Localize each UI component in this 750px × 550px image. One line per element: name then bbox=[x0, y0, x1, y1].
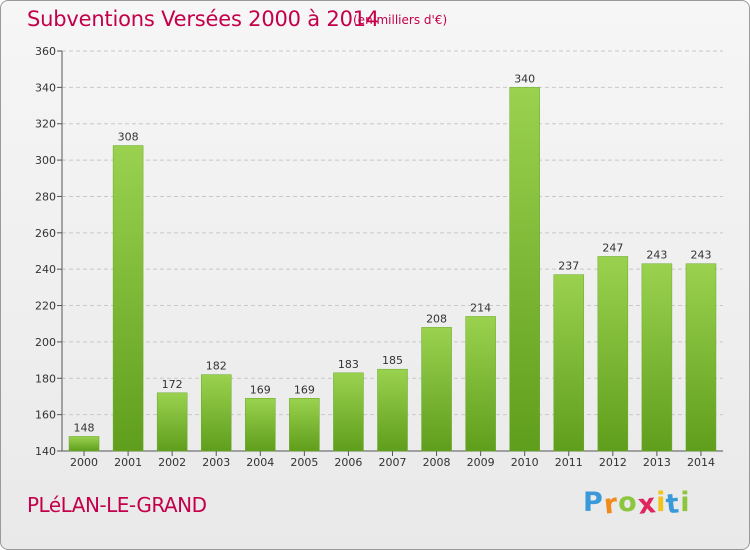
value-label-2007: 185 bbox=[382, 354, 403, 367]
x-tick-label-2002: 2002 bbox=[158, 456, 186, 469]
x-tick-label-2008: 2008 bbox=[423, 456, 451, 469]
y-tick-label: 140 bbox=[35, 445, 56, 458]
bar-2009 bbox=[465, 316, 496, 452]
value-label-2008: 208 bbox=[426, 312, 447, 325]
value-label-2014: 243 bbox=[690, 249, 711, 262]
bars bbox=[68, 87, 717, 452]
chart-subtitle: (en milliers d'€) bbox=[353, 13, 448, 27]
bar-2004 bbox=[245, 398, 276, 452]
y-tick-label: 220 bbox=[35, 300, 56, 313]
y-tick-label: 160 bbox=[35, 409, 56, 422]
value-label-2006: 183 bbox=[338, 358, 359, 371]
x-tick-label-2007: 2007 bbox=[379, 456, 407, 469]
bar-2007 bbox=[377, 368, 408, 452]
y-tick-label: 240 bbox=[35, 263, 56, 276]
value-label-2004: 169 bbox=[250, 383, 271, 396]
x-tick-label-2004: 2004 bbox=[246, 456, 274, 469]
value-label-2009: 214 bbox=[470, 301, 491, 314]
labels: 148 2000 308 2001 172 2002 182 2003 169 2004 169 20… bbox=[70, 72, 715, 469]
y-tick-label: 260 bbox=[35, 227, 56, 240]
logo-letter: i bbox=[656, 487, 667, 518]
logo-letter: x bbox=[636, 488, 658, 521]
bar-2003 bbox=[200, 374, 232, 452]
logo-letter: o bbox=[618, 487, 638, 518]
place-name: PLéLAN-LE-GRAND bbox=[27, 493, 207, 517]
y-tick-label: 320 bbox=[35, 118, 56, 131]
y-tick-label: 280 bbox=[35, 190, 56, 203]
value-label-2000: 148 bbox=[74, 421, 95, 434]
value-label-2002: 172 bbox=[162, 378, 183, 391]
logo-letter: r bbox=[602, 488, 620, 521]
x-tick-label-2010: 2010 bbox=[511, 456, 539, 469]
x-tick-label-2013: 2013 bbox=[643, 456, 671, 469]
x-tick-label-2009: 2009 bbox=[467, 456, 495, 469]
x-tick-label-2012: 2012 bbox=[599, 456, 627, 469]
x-tick-label-2006: 2006 bbox=[334, 456, 362, 469]
value-label-2005: 169 bbox=[294, 383, 315, 396]
value-label-2013: 243 bbox=[646, 249, 667, 262]
x-tick-label-2000: 2000 bbox=[70, 456, 98, 469]
value-label-2001: 308 bbox=[118, 131, 139, 144]
logo-letter: P bbox=[583, 487, 604, 518]
axes: 140 160 180 200 220 240 260 280 300 320 340 360 bbox=[35, 45, 723, 458]
y-tick-label: 200 bbox=[35, 336, 56, 349]
bar-2002 bbox=[156, 392, 188, 452]
y-tick-label: 180 bbox=[35, 372, 56, 385]
value-label-2012: 247 bbox=[602, 241, 623, 254]
value-label-2003: 182 bbox=[206, 360, 227, 373]
bar-2012 bbox=[597, 256, 629, 452]
value-label-2011: 237 bbox=[558, 260, 579, 273]
bar-2000 bbox=[68, 436, 100, 452]
bar-2014 bbox=[685, 263, 717, 452]
x-tick-label-2003: 2003 bbox=[202, 456, 230, 469]
bar-2013 bbox=[641, 263, 673, 452]
y-tick-label: 360 bbox=[35, 45, 56, 58]
bar-2008 bbox=[421, 327, 452, 452]
chart-title: Subventions Versées 2000 à 2014 bbox=[27, 7, 380, 31]
value-label-2010: 340 bbox=[514, 72, 535, 85]
logo-letter: i bbox=[680, 487, 691, 518]
x-tick-label-2001: 2001 bbox=[114, 456, 142, 469]
bar-2011 bbox=[553, 274, 585, 452]
proxiti-logo: Proxiti bbox=[583, 487, 691, 521]
bar-2005 bbox=[289, 398, 320, 452]
bar-2006 bbox=[333, 372, 364, 452]
x-tick-label-2014: 2014 bbox=[687, 456, 715, 469]
bar-2010 bbox=[509, 87, 540, 452]
x-tick-label-2005: 2005 bbox=[290, 456, 318, 469]
bar-2001 bbox=[112, 145, 144, 452]
x-tick-label-2011: 2011 bbox=[555, 456, 583, 469]
y-tick-label: 340 bbox=[35, 81, 56, 94]
y-tick-label: 300 bbox=[35, 154, 56, 167]
